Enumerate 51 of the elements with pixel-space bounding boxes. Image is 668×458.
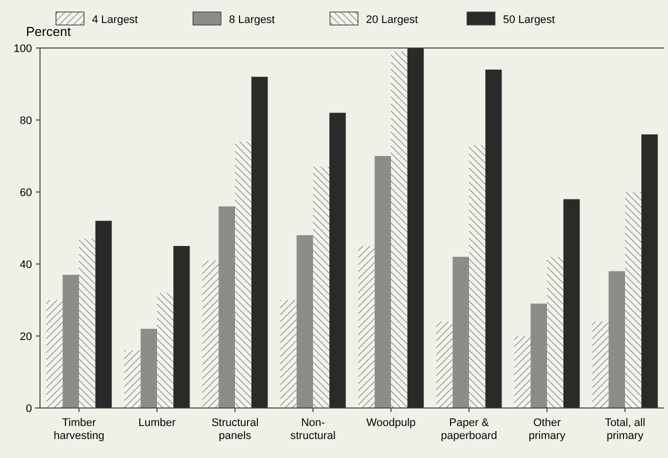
x-tick-label: Woodpulp [366, 417, 416, 429]
y-tick-label: 20 [20, 330, 32, 343]
y-axis-title: Percent [26, 24, 72, 39]
bar [46, 300, 63, 408]
legend-label: 4 Largest [92, 14, 138, 26]
bar [547, 256, 564, 408]
bar [452, 256, 469, 408]
bar [625, 192, 642, 408]
bar [608, 271, 625, 408]
bar [280, 300, 297, 408]
x-tick-label: Timber harvesting [54, 417, 104, 442]
bar [235, 142, 252, 408]
bar [313, 166, 330, 408]
legend-label: 50 Largest [503, 14, 555, 26]
bar [251, 76, 268, 408]
y-tick-label: 100 [14, 42, 32, 55]
bar [641, 134, 658, 408]
x-tick-label: Lumber [138, 417, 176, 429]
x-tick-label: Total, all primary [604, 417, 646, 442]
x-tick-label: Non-structural [290, 417, 336, 442]
bar [592, 322, 609, 408]
bar [157, 292, 174, 408]
bar [391, 52, 408, 408]
bar [62, 274, 79, 408]
bar [202, 260, 219, 408]
x-tick-label: Structural panels [211, 417, 259, 442]
bar [407, 48, 424, 408]
x-tick-label: Other primary [528, 417, 566, 442]
y-tick-label: 40 [20, 258, 32, 271]
bar [469, 145, 486, 408]
bar [218, 206, 235, 408]
legend-label: 20 Largest [366, 14, 418, 26]
legend-label: 8 Largest [229, 14, 275, 26]
bar [95, 220, 112, 408]
bar [374, 156, 391, 408]
y-tick-label: 60 [20, 186, 32, 199]
bar [530, 304, 547, 408]
bar [124, 350, 141, 408]
bar [563, 199, 580, 408]
bar [358, 246, 375, 408]
bar [436, 322, 453, 408]
y-tick-label: 0 [26, 402, 32, 415]
bar [296, 235, 313, 408]
bar [173, 246, 190, 408]
x-tick-label: Paper & paperboard [440, 417, 498, 442]
bar [79, 238, 96, 408]
y-tick-label: 80 [20, 114, 32, 127]
bar [514, 336, 531, 408]
bar [329, 112, 346, 408]
bar [140, 328, 157, 408]
bar [485, 70, 502, 408]
